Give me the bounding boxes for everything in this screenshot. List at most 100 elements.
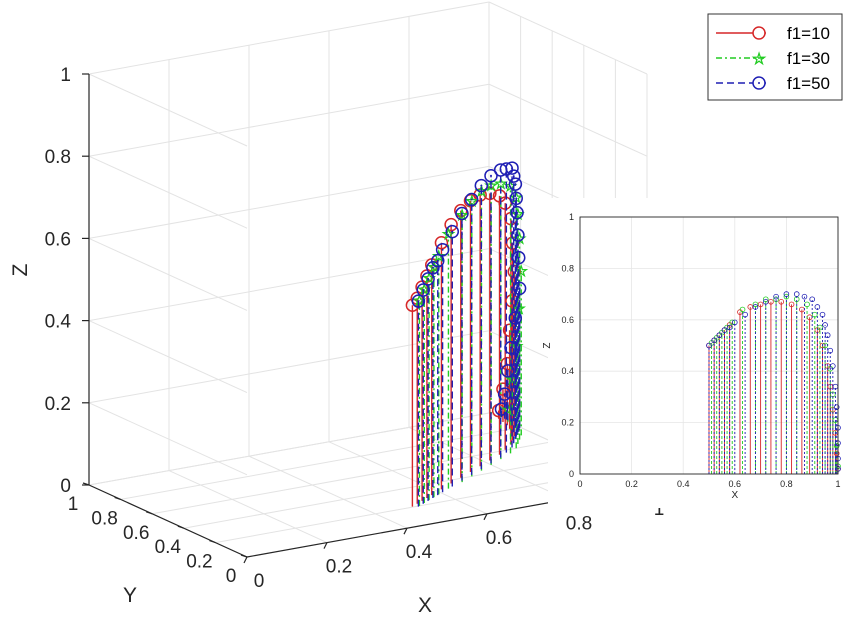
inset-marker — [726, 324, 733, 331]
marker-dot — [516, 234, 519, 237]
legend-star-marker: ☆ — [752, 49, 766, 68]
inset-marker — [731, 319, 738, 326]
inset-marker — [824, 332, 831, 339]
left-wall-grid-line — [88, 237, 248, 311]
inset-data-marks — [706, 291, 841, 474]
y-tick-label: 0.6 — [123, 523, 149, 544]
marker-dot — [511, 167, 514, 170]
y-tick-mark — [146, 511, 153, 515]
inset-y-axis-label: Z — [542, 342, 553, 348]
star-marker: ☆ — [494, 175, 507, 193]
marker-dot — [509, 346, 512, 349]
inset-marker — [783, 291, 790, 297]
star-marker: ☆ — [465, 192, 478, 210]
circle-marker — [505, 161, 519, 175]
circle-marker — [484, 168, 498, 183]
inset-y-tick-label: 1 — [569, 212, 574, 222]
legend-box — [707, 13, 843, 101]
y-tick-mark — [114, 496, 121, 500]
circle-marker — [444, 217, 458, 232]
marker-dot — [451, 230, 454, 233]
circle-marker — [455, 206, 469, 221]
x-tick-label: 0.6 — [486, 528, 512, 549]
y-tick-label: 0.4 — [155, 537, 182, 558]
inset-marker — [752, 304, 759, 310]
inset-y-tick-label: 0.6 — [561, 315, 574, 325]
inset-marker — [721, 327, 728, 333]
x-tick-label: 1 — [654, 499, 665, 520]
z-tick-label: 0.8 — [45, 147, 71, 168]
x-tick-label: 0 — [254, 571, 265, 592]
floor-grid-line — [248, 455, 408, 529]
inset-marker — [783, 293, 790, 300]
inset-marker — [762, 299, 769, 305]
inset-x-tick-label: 0.4 — [677, 479, 690, 489]
floor-grid-line — [120, 426, 521, 500]
circle-marker — [494, 402, 509, 416]
circle-marker — [506, 169, 521, 183]
inset-marker — [822, 322, 828, 328]
left-wall-grid-line — [88, 155, 248, 229]
inset-marker — [716, 332, 723, 339]
marker-dot — [512, 175, 515, 178]
inset-marker — [729, 319, 736, 326]
z-tick-label: 1 — [60, 65, 71, 86]
inset-x-tick-label: 1 — [835, 479, 840, 489]
legend-entry-label: f1=10 — [787, 24, 830, 43]
z-tick-label: 0 — [60, 476, 71, 497]
y-tick-label: 0.8 — [91, 508, 117, 529]
marker-dot — [515, 197, 518, 200]
back-wall-grid-line — [88, 83, 490, 157]
marker-dot — [518, 287, 521, 290]
marker-dot — [441, 248, 444, 251]
inset-background — [548, 198, 850, 508]
floor-grid-line — [328, 441, 488, 515]
inset-x-tick-label: 0.2 — [625, 479, 638, 489]
inset-x-tick-label: 0.8 — [780, 479, 793, 489]
circle-marker — [426, 261, 440, 275]
inset-marker — [742, 311, 748, 318]
circle-marker — [508, 311, 523, 325]
marker-dot — [427, 277, 430, 280]
x-tick-label: 0.4 — [406, 542, 433, 563]
inset-axes — [579, 216, 839, 475]
back-wall-grid-line — [88, 165, 490, 239]
circle-marker — [498, 196, 512, 210]
marker-dot — [480, 184, 483, 187]
left-wall-grid-line — [88, 402, 248, 476]
inset-marker — [830, 363, 836, 369]
circle-marker — [435, 242, 450, 257]
inset-marker — [706, 342, 712, 349]
main-data-marks: ☆☆☆☆☆☆☆☆☆☆☆☆☆☆☆☆☆☆☆☆ — [405, 161, 528, 507]
circle-marker — [411, 294, 426, 308]
x-tick-mark — [403, 527, 408, 535]
marker-dot — [517, 256, 520, 259]
circle-marker — [434, 235, 449, 250]
x-tick-mark — [243, 556, 248, 564]
inset-marker — [827, 347, 834, 354]
inset-marker — [788, 301, 795, 308]
marker-dot — [503, 393, 506, 396]
y-tick-label: 0 — [226, 566, 237, 587]
inset-marker — [793, 291, 800, 297]
marker-dot — [422, 289, 425, 291]
circle-marker — [474, 178, 489, 193]
marker-dot — [516, 211, 519, 214]
side-wall-grid-line — [488, 1, 648, 75]
y-tick-mark — [177, 525, 184, 529]
circle-marker — [510, 205, 524, 220]
circle-marker — [511, 228, 525, 242]
circle-marker — [445, 224, 460, 239]
back-wall-grid-line — [88, 1, 490, 75]
inset-plot: 0 0.2 0.4 0.6 0.8 1 0 0.2 0.4 0.6 0.8 1 X Z — [542, 198, 850, 508]
inset-marker — [809, 296, 815, 303]
inset-marker — [801, 293, 808, 300]
marker-dot — [470, 198, 473, 201]
side-wall-grid-line — [488, 83, 648, 157]
z-tick-label: 0.4 — [45, 312, 72, 333]
z-tick-label: 0.2 — [45, 394, 71, 415]
marker-dot — [460, 212, 463, 215]
x-tick-mark — [323, 542, 328, 549]
floor-grid-line — [183, 455, 584, 529]
